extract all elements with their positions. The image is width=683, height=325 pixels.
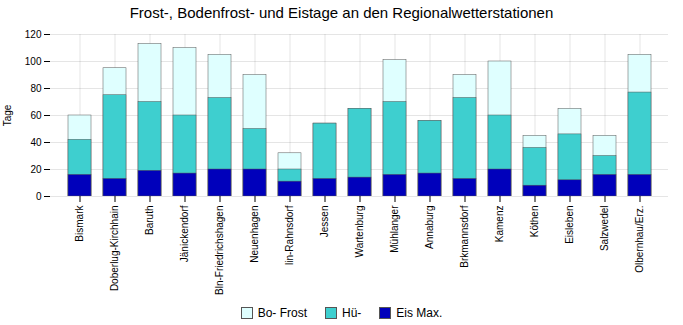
svg-text:20: 20 <box>30 164 42 175</box>
svg-text:40: 40 <box>30 137 42 148</box>
svg-text:0: 0 <box>36 191 42 202</box>
svg-text:Neuenhagen: Neuenhagen <box>249 206 260 263</box>
svg-text:Jessen: Jessen <box>319 206 330 238</box>
svg-text:Annaburg: Annaburg <box>424 206 435 249</box>
html-text:Eis Max.: Eis Max. <box>396 306 443 320</box>
svg-text:Mühlanger: Mühlanger <box>389 205 400 253</box>
svg-text:Jänickendorf: Jänickendorf <box>179 205 190 262</box>
html-text:Frost-, Bodenfrost- und Eistag: Frost-, Bodenfrost- und Eistage an den R… <box>129 4 554 21</box>
svg-text:100: 100 <box>25 56 42 67</box>
svg-text:Doberlug-Kirchhain: Doberlug-Kirchhain <box>109 206 120 292</box>
svg-text:120: 120 <box>25 29 42 40</box>
svg-text:Eisleben: Eisleben <box>564 206 575 244</box>
svg-text:Salzwedel: Salzwedel <box>599 206 610 252</box>
html-text:Bo- Frost: Bo- Frost <box>257 306 307 320</box>
svg-text:Kamenz: Kamenz <box>494 206 505 243</box>
svg-text:Bismark: Bismark <box>74 205 85 242</box>
svg-text:Olbernhau/Erz.: Olbernhau/Erz. <box>634 206 645 273</box>
svg-text:Baruth: Baruth <box>144 206 155 235</box>
html-text:Hü-: Hü- <box>342 306 362 320</box>
svg-text:Köthen: Köthen <box>529 206 540 238</box>
svg-text:Bln-Friedrichshagen: Bln-Friedrichshagen <box>214 206 225 296</box>
svg-text:Brkmannsdorf: Brkmannsdorf <box>459 205 470 267</box>
svg-text:80: 80 <box>30 83 42 94</box>
svg-text:Wartenburg: Wartenburg <box>354 206 365 258</box>
svg-text:Tage: Tage <box>2 104 13 126</box>
svg-text:lin-Rahnsdorf: lin-Rahnsdorf <box>284 205 295 265</box>
svg-text:60: 60 <box>30 110 42 121</box>
